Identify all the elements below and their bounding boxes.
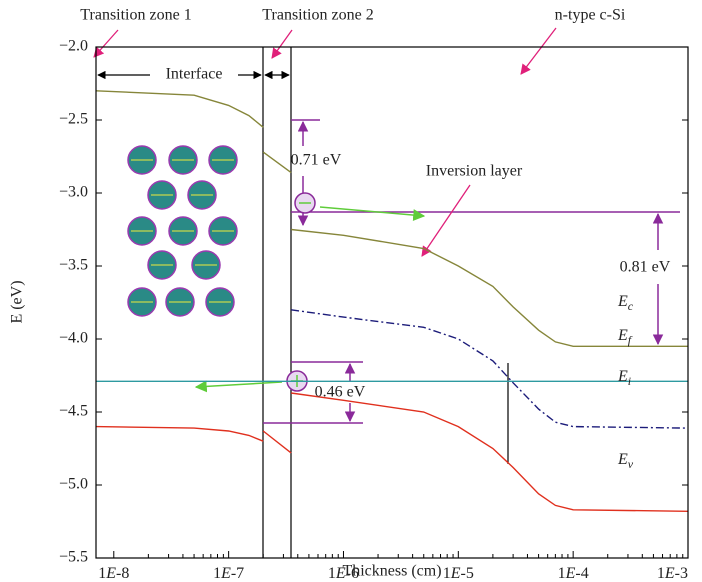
y-tick-label: −3.0: [59, 184, 88, 201]
y-tick-label: −2.5: [59, 111, 88, 128]
atom: [128, 288, 156, 316]
y-axis-label: E (eV): [9, 280, 26, 323]
x-tick-label: 1E-4: [558, 565, 589, 582]
x-tick-label: 1E-8: [98, 565, 129, 582]
electron: [295, 193, 315, 213]
annotation: Transition zone 1: [80, 7, 191, 24]
annotation: 0.71 eV: [291, 152, 342, 169]
series-line: [96, 393, 688, 511]
series-label: Ei: [617, 368, 631, 388]
y-tick-label: −2.0: [59, 38, 88, 55]
atom: [148, 181, 176, 209]
atom: [209, 217, 237, 245]
x-tick-label: 1E-5: [443, 565, 474, 582]
atom: [169, 217, 197, 245]
pointer: [272, 30, 292, 58]
x-tick-label: 1E-3: [657, 565, 688, 582]
series-label: Ef: [617, 327, 633, 347]
annotation: Interface: [166, 66, 223, 83]
atom: [206, 288, 234, 316]
atoms: [128, 146, 237, 316]
pointer: [94, 30, 118, 57]
atom: [169, 146, 197, 174]
annotation: 0.46 eV: [315, 384, 366, 401]
atom: [128, 217, 156, 245]
atom: [148, 251, 176, 279]
y-tick-label: −5.5: [59, 549, 88, 566]
atom: [209, 146, 237, 174]
y-tick-label: −4.5: [59, 403, 88, 420]
chart: Transition zone 1 Transition zone 2 n-ty…: [0, 0, 702, 582]
drift-arrow: [196, 382, 282, 387]
series-label: Ev: [617, 451, 634, 471]
y-tick-label: −3.5: [59, 257, 88, 274]
pointer: [521, 28, 556, 74]
annotation: Transition zone 2: [262, 7, 373, 24]
atom: [188, 181, 216, 209]
y-tick-label: −4.0: [59, 330, 88, 347]
annotation: n-type c-Si: [555, 7, 626, 24]
atom: [192, 251, 220, 279]
x-tick-label: 1E-6: [328, 565, 359, 582]
x-tick-label: 1E-7: [213, 565, 244, 582]
atom: [166, 288, 194, 316]
annotation: Inversion layer: [426, 163, 523, 180]
y-tick-label: −5.0: [59, 476, 88, 493]
pointer: [422, 185, 470, 256]
series-label: Ec: [617, 293, 634, 313]
annotation: 0.81 eV: [620, 259, 671, 276]
atom: [128, 146, 156, 174]
